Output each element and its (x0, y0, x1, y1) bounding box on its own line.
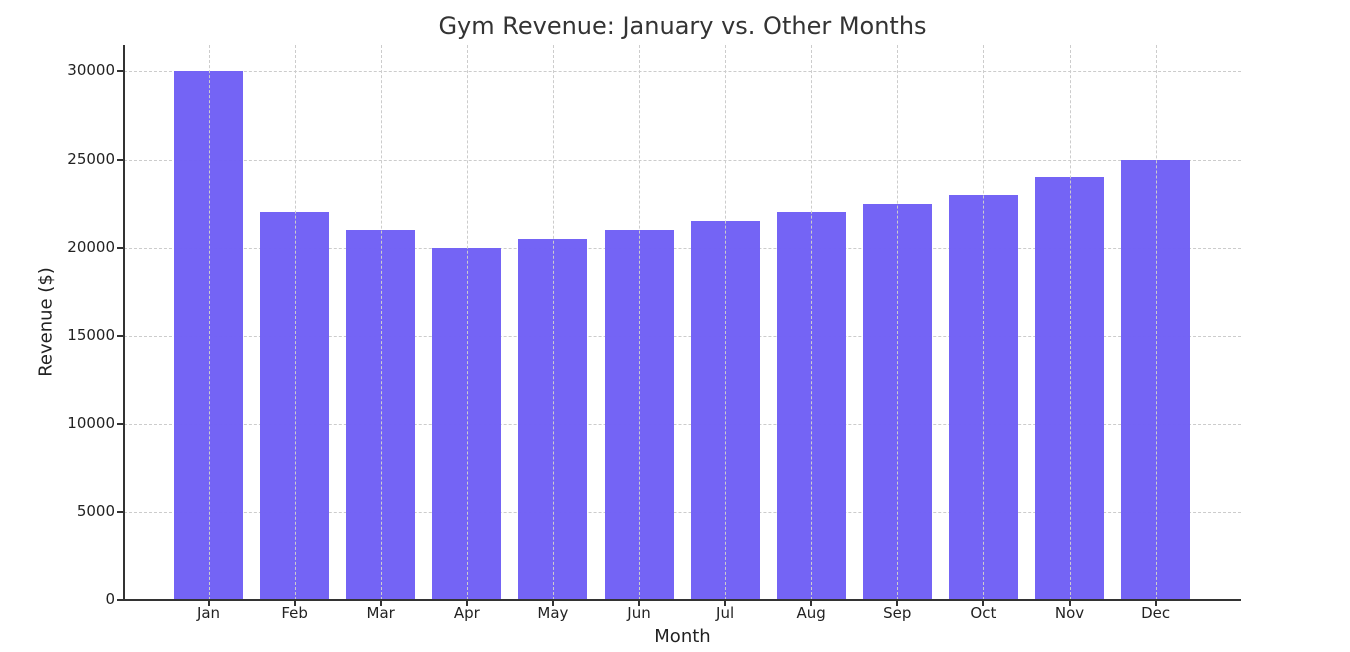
y-gridline (124, 511, 1241, 513)
y-tick-mark (117, 599, 123, 601)
x-tick-label: Dec (1141, 604, 1171, 622)
x-gridline (466, 45, 468, 600)
y-tick-label: 10000 (67, 413, 115, 432)
y-gridline (124, 335, 1241, 337)
y-tick-mark (117, 246, 123, 249)
x-gridline (208, 45, 210, 600)
x-tick-label: Nov (1054, 604, 1085, 622)
plot-area (124, 45, 1241, 600)
x-tick-mark (1068, 600, 1071, 606)
y-tick-label: 15000 (67, 325, 115, 344)
x-tick-label: Sep (883, 604, 912, 622)
x-tick-label: Jul (716, 604, 735, 622)
x-tick-label: Mar (366, 604, 395, 622)
y-tick-mark (117, 422, 123, 425)
y-axis-label: Revenue ($) (35, 267, 57, 377)
x-tick-label: Apr (453, 604, 480, 622)
y-tick-label: 30000 (67, 61, 115, 80)
x-gridline (1155, 45, 1157, 600)
x-axis-label: Month (654, 626, 711, 647)
x-tick-label: Oct (970, 604, 997, 622)
x-gridline (725, 45, 727, 600)
x-tick-mark (982, 600, 985, 606)
y-tick-label: 5000 (76, 501, 115, 520)
x-axis-line (123, 599, 1241, 601)
x-gridline (552, 45, 554, 600)
y-gridline (124, 423, 1241, 425)
x-tick-label: Jun (627, 604, 651, 622)
x-tick-label: Jan (196, 604, 221, 622)
x-tick-label: May (537, 604, 569, 622)
y-tick-mark (117, 70, 123, 73)
x-tick-mark (1154, 600, 1157, 606)
x-gridline (811, 45, 813, 600)
x-gridline (639, 45, 640, 600)
x-tick-label: Aug (796, 604, 826, 622)
x-tick-mark (638, 600, 640, 606)
y-gridline (124, 159, 1241, 161)
x-tick-label: Feb (281, 604, 308, 622)
x-gridline (897, 45, 899, 600)
chart-title: Gym Revenue: January vs. Other Months (438, 12, 927, 40)
x-tick-mark (207, 600, 210, 606)
x-gridline (294, 45, 296, 600)
y-tick-mark (117, 510, 123, 513)
y-tick-mark (117, 334, 123, 337)
y-tick-label: 0 (105, 590, 115, 608)
x-gridline (983, 45, 985, 600)
x-tick-mark (465, 600, 468, 606)
x-tick-mark (810, 600, 813, 606)
y-tick-mark (117, 158, 123, 161)
x-gridline (380, 45, 382, 600)
x-tick-mark (896, 600, 899, 606)
x-tick-mark (724, 600, 727, 606)
y-gridline (124, 71, 1241, 73)
y-gridline (124, 247, 1241, 249)
y-tick-label: 25000 (67, 149, 115, 168)
x-gridline (1069, 45, 1071, 600)
x-tick-mark (293, 600, 296, 606)
y-axis-line (123, 45, 125, 601)
x-tick-mark (551, 600, 554, 606)
y-tick-label: 20000 (67, 237, 115, 256)
x-tick-mark (379, 600, 382, 606)
